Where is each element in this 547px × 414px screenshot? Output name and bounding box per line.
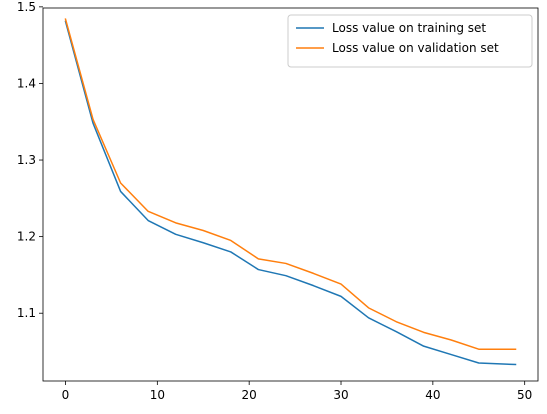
- x-tick-label: 30: [333, 388, 348, 402]
- x-tick-label: 20: [242, 388, 257, 402]
- x-tick-label: 0: [62, 388, 70, 402]
- y-tick-label: 1.3: [17, 153, 36, 167]
- series-line-2: [64, 18, 517, 350]
- y-axis-ticks: 1.1 1.2 1.3 1.4 1.5: [17, 0, 43, 320]
- y-tick-label: 1.4: [17, 76, 36, 90]
- x-axis-ticks: 0 10 20 30 40 50: [62, 381, 532, 402]
- plot-frame: [42, 7, 539, 382]
- legend-label-1: Loss value on training set: [332, 21, 486, 35]
- x-tick-label: 40: [425, 388, 440, 402]
- y-tick-label: 1.1: [17, 306, 36, 320]
- legend-box: [287, 14, 533, 68]
- series-line-1: [64, 20, 517, 366]
- series-layer: [64, 18, 517, 366]
- x-tick-label: 50: [517, 388, 532, 402]
- x-tick-label: 10: [150, 388, 165, 402]
- plot-area: [43, 8, 538, 381]
- legend-label-2: Loss value on validation set: [332, 41, 499, 55]
- y-tick-label: 1.5: [17, 0, 36, 14]
- legend: Loss value on training set Loss value on …: [287, 14, 533, 68]
- y-tick-label: 1.2: [17, 230, 36, 244]
